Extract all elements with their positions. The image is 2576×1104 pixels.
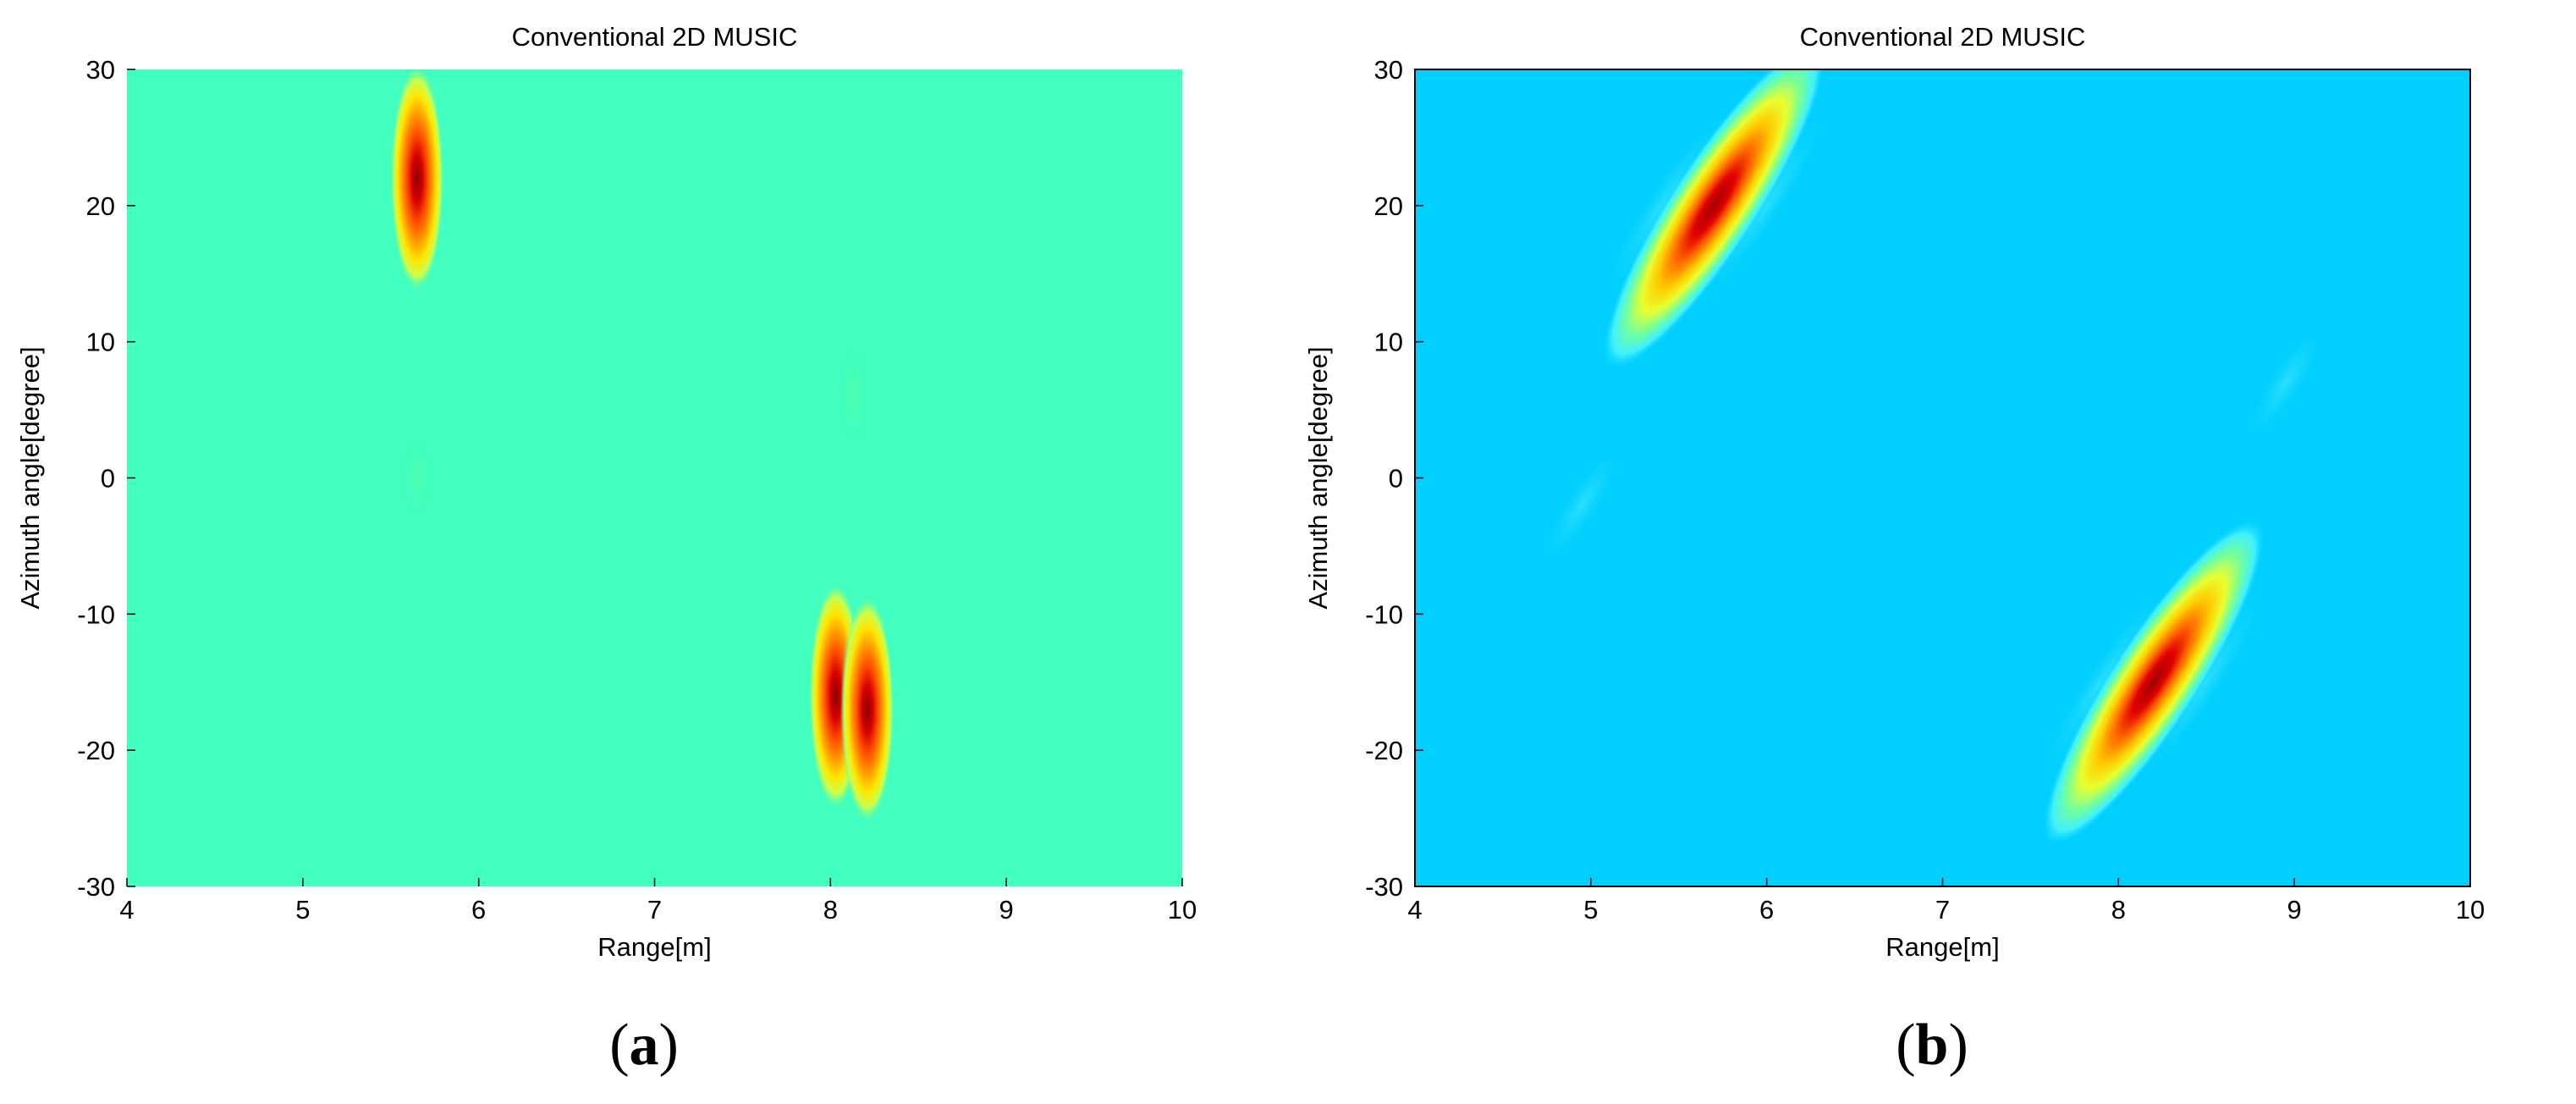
x-tick-label: 10 xyxy=(2456,895,2485,925)
x-tick-label: 4 xyxy=(119,895,134,925)
heatmap-background xyxy=(127,69,1182,886)
peak-sidelobe xyxy=(1537,440,1627,571)
y-tick-label: 10 xyxy=(1374,328,1403,357)
heatmap-layer xyxy=(389,69,894,824)
panel-a: Conventional 2D MUSIC 4 5 6 7 8 9 10 30 20 10 0 -10 -… xyxy=(15,22,1197,1078)
x-tick-label: 6 xyxy=(1759,895,1774,925)
x-tick-label: 9 xyxy=(2287,895,2302,925)
y-tick-label: 0 xyxy=(101,464,115,494)
x-tick-label: 7 xyxy=(647,895,662,925)
x-axis-label: Range[m] xyxy=(1885,932,1999,962)
chart-b-svg: Conventional 2D MUSIC 4 5 6 7 8 9 10 30 20 10 0 -10 -… xyxy=(1303,22,2485,962)
y-tick-label: 0 xyxy=(1389,464,1403,494)
caption-a: (a) xyxy=(609,1013,679,1078)
peak-sidelobe xyxy=(401,435,432,521)
x-tick-label: 8 xyxy=(2111,895,2126,925)
x-axis-label: Range[m] xyxy=(597,932,711,962)
y-tick-label: 30 xyxy=(1374,55,1403,85)
peak-hotspot xyxy=(2041,516,2266,847)
x-tick-label: 5 xyxy=(295,895,310,925)
x-tick-label: 10 xyxy=(1168,895,1197,925)
peak-sidelobe xyxy=(1590,98,1733,313)
panel-b: Conventional 2D MUSIC 4 5 6 7 8 9 10 30 20 10 0 -10 -… xyxy=(1288,0,2576,1104)
peak-hotspot xyxy=(389,69,444,293)
y-tick-label: -20 xyxy=(1365,736,1403,765)
x-tick-label: 8 xyxy=(823,895,838,925)
y-axis-label: Azimuth angle[degree] xyxy=(1303,346,1333,609)
peak-sidelobe xyxy=(2135,575,2277,790)
x-tick-label: 5 xyxy=(1583,895,1598,925)
peak-sidelobe xyxy=(1695,98,1838,313)
y-tick-label: 20 xyxy=(86,191,115,221)
chart-title: Conventional 2D MUSIC xyxy=(1800,22,2086,52)
x-tick-label: 6 xyxy=(471,895,486,925)
x-tick-label: 4 xyxy=(1407,895,1422,925)
y-tick-label: 10 xyxy=(86,328,115,357)
x-tick-label: 7 xyxy=(1935,895,1950,925)
peak-hotspot xyxy=(1601,69,1826,371)
y-axis-label: Azimuth angle[degree] xyxy=(15,346,45,609)
peak-sidelobe xyxy=(838,345,869,447)
y-tick-label: -30 xyxy=(77,872,115,902)
peak-hotspot xyxy=(839,594,894,824)
peak-sidelobe xyxy=(2030,575,2172,790)
caption-b: (b) xyxy=(1896,1013,1968,1078)
y-tick-label: 30 xyxy=(86,55,115,85)
chart-title: Conventional 2D MUSIC xyxy=(512,22,798,52)
y-tick-label: 20 xyxy=(1374,191,1403,221)
y-tick-label: -30 xyxy=(1365,872,1403,902)
peak-sidelobe xyxy=(2240,317,2331,448)
y-tick-label: -10 xyxy=(77,599,115,629)
y-tick-label: -10 xyxy=(1365,599,1403,629)
heatmap-background xyxy=(1415,69,2470,886)
y-tick-label: -20 xyxy=(77,736,115,765)
x-tick-label: 9 xyxy=(999,895,1014,925)
chart-a-svg: Conventional 2D MUSIC 4 5 6 7 8 9 10 30 20 10 0 -10 -… xyxy=(15,22,1197,962)
heatmap-layer xyxy=(1537,69,2331,847)
